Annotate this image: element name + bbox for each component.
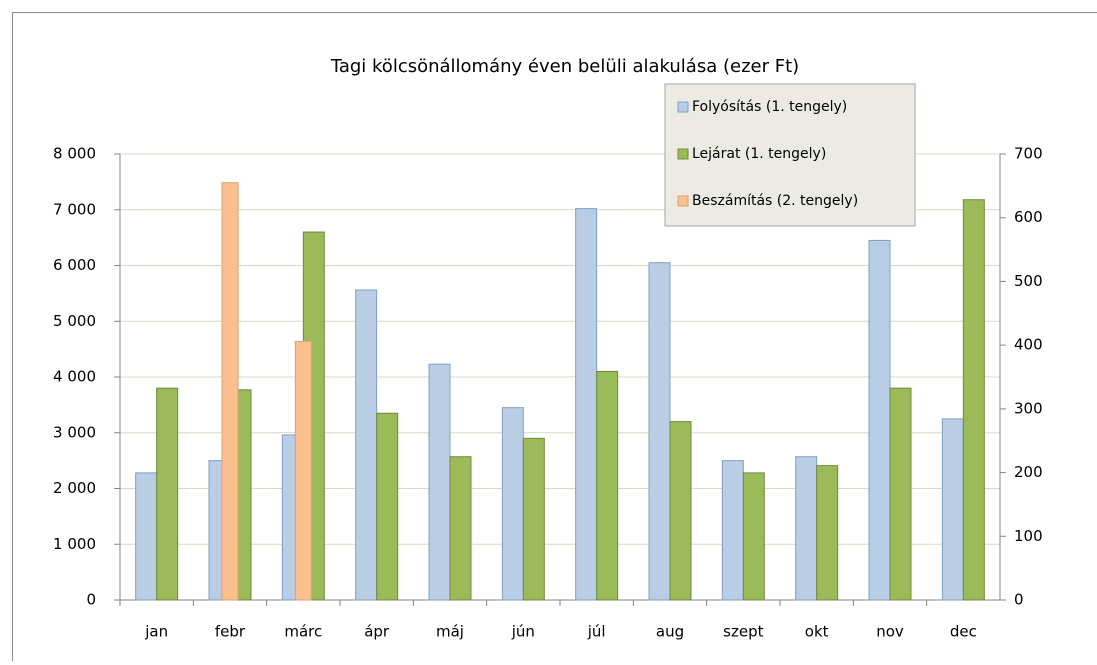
bar <box>502 408 523 600</box>
y2-tick-label: 100 <box>1014 527 1043 545</box>
x-tick-label: júl <box>587 623 606 641</box>
y-tick-label: 4 000 <box>53 368 96 386</box>
bar <box>576 209 597 600</box>
bar <box>157 388 178 600</box>
bar <box>597 371 618 600</box>
bar <box>670 422 691 600</box>
legend-swatch <box>678 149 688 159</box>
x-tick-label: jan <box>144 623 168 641</box>
y-tick-label: 5 000 <box>53 312 96 330</box>
y2-tick-label: 400 <box>1014 336 1043 354</box>
x-tick-label: márc <box>284 623 322 641</box>
x-tick-label: máj <box>436 623 464 641</box>
legend-swatch <box>678 196 688 206</box>
bar <box>136 473 157 600</box>
bar <box>356 290 377 600</box>
bar <box>942 419 963 600</box>
y2-tick-label: 0 <box>1014 591 1024 609</box>
y-tick-label: 2 000 <box>53 479 96 497</box>
bar <box>649 263 670 600</box>
y-tick-label: 7 000 <box>53 200 96 218</box>
y2-tick-label: 700 <box>1014 145 1043 163</box>
bar <box>450 457 471 600</box>
x-tick-label: nov <box>876 623 904 641</box>
x-tick-label: jún <box>511 623 535 641</box>
y2-tick-label: 600 <box>1014 208 1043 226</box>
y2-tick-label: 200 <box>1014 463 1043 481</box>
bar <box>295 341 311 600</box>
legend-label: Lejárat (1. tengely) <box>692 146 826 162</box>
bar <box>743 473 764 600</box>
bar <box>722 461 743 600</box>
bar <box>890 388 911 600</box>
bar <box>817 466 838 600</box>
y2-tick-label: 500 <box>1014 272 1043 290</box>
legend-label: Folyósítás (1. tengely) <box>692 99 847 115</box>
x-tick-label: ápr <box>364 623 390 641</box>
bar <box>523 438 544 600</box>
bar <box>377 413 398 600</box>
x-tick-label: febr <box>215 623 246 641</box>
y2-tick-label: 300 <box>1014 399 1043 417</box>
bar <box>222 183 238 600</box>
chart-title: Tagi kölcsönállomány éven belüli alakulá… <box>330 56 799 77</box>
x-tick-label: okt <box>805 623 829 641</box>
bar <box>429 364 450 600</box>
y-tick-label: 1 000 <box>53 535 96 553</box>
legend-label: Beszámítás (2. tengely) <box>692 193 858 209</box>
bar <box>869 240 890 600</box>
x-tick-label: aug <box>656 623 684 641</box>
y-tick-label: 8 000 <box>53 145 96 163</box>
y-tick-label: 6 000 <box>53 256 96 274</box>
y-tick-label: 0 <box>86 591 96 609</box>
x-tick-label: szept <box>723 623 763 641</box>
bar <box>963 200 984 600</box>
bar <box>796 457 817 600</box>
y-tick-label: 3 000 <box>53 423 96 441</box>
x-tick-label: dec <box>950 623 977 641</box>
legend-swatch <box>678 102 688 112</box>
